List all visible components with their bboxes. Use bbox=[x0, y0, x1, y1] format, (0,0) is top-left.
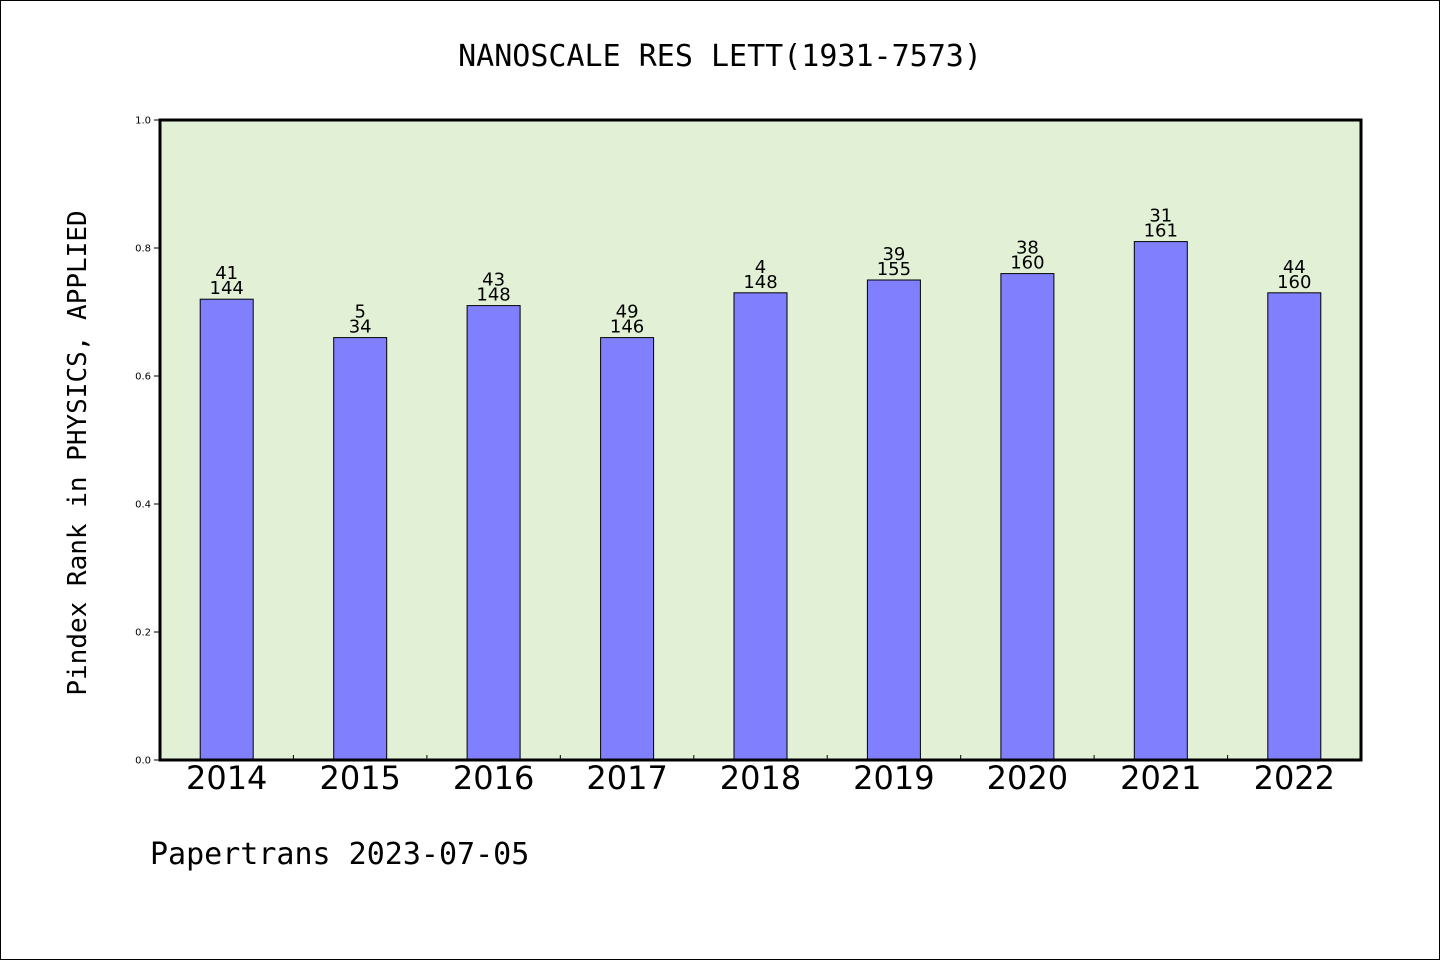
bar-2018 bbox=[733, 292, 788, 761]
bar-total-label: 160 bbox=[1010, 253, 1044, 274]
x-axis: 2014 2015 2016 2017 2018 2019 2020 2021 2022 bbox=[186, 755, 1335, 797]
y-tick-label: 0.6 bbox=[135, 372, 151, 383]
y-tick-label: 0.0 bbox=[135, 756, 151, 767]
bar-rank-label: 31 bbox=[1149, 206, 1172, 227]
y-tick-label: 1.0 bbox=[135, 116, 151, 127]
x-tick-label: 2021 bbox=[1120, 759, 1201, 797]
x-tick-label: 2022 bbox=[1254, 759, 1335, 797]
x-tick-label: 2020 bbox=[987, 759, 1068, 797]
bar-rank-label: 39 bbox=[882, 244, 905, 265]
y-tick-label: 0.4 bbox=[135, 500, 151, 511]
bar-total-label: 34 bbox=[349, 317, 372, 338]
x-tick-label: 2019 bbox=[853, 759, 934, 797]
bar-total-label: 160 bbox=[1277, 272, 1311, 293]
y-tick-label: 0.8 bbox=[135, 244, 151, 255]
y-axis-label: Pindex Rank in PHYSICS, APPLIED bbox=[63, 210, 93, 695]
footer-watermark-text: Papertrans 2023-07-05 bbox=[150, 837, 529, 872]
bar-total-label: 148 bbox=[476, 285, 510, 306]
bar-2017 bbox=[600, 337, 655, 761]
bar-2015 bbox=[333, 337, 388, 761]
y-axis: 0.0 0.2 0.4 0.6 0.8 1.0 bbox=[135, 116, 160, 767]
bar-2016 bbox=[466, 305, 521, 761]
x-tick-label: 2016 bbox=[453, 759, 534, 797]
bar-rank-label: 41 bbox=[215, 263, 238, 284]
bar-2020 bbox=[1000, 273, 1055, 761]
bar-rank-label: 5 bbox=[354, 302, 365, 323]
x-tick-label: 2014 bbox=[186, 759, 267, 797]
bar-2014 bbox=[199, 298, 254, 761]
bar-rank-label: 38 bbox=[1016, 238, 1039, 259]
x-tick-label: 2015 bbox=[319, 759, 400, 797]
bars-layer: 4114453443148491464148391553816031161441… bbox=[199, 206, 1322, 761]
x-tick-label: 2018 bbox=[720, 759, 801, 797]
bar-total-label: 146 bbox=[610, 317, 644, 338]
plot-border bbox=[158, 118, 1363, 762]
bar-2021 bbox=[1133, 241, 1188, 761]
bar-rank-label: 49 bbox=[616, 302, 639, 323]
bar-total-label: 144 bbox=[210, 278, 244, 299]
chart-title: NANOSCALE RES LETT(1931-7573) bbox=[458, 39, 982, 74]
bar-total-label: 148 bbox=[743, 272, 777, 293]
bar-total-label: 161 bbox=[1144, 221, 1178, 242]
bar-rank-label: 4 bbox=[755, 257, 766, 278]
bar-rank-label: 43 bbox=[482, 270, 505, 291]
bar-2019 bbox=[866, 279, 921, 761]
bar-total-label: 155 bbox=[877, 259, 911, 280]
y-tick-label: 0.2 bbox=[135, 628, 151, 639]
bar-2022 bbox=[1267, 292, 1322, 761]
bar-rank-label: 44 bbox=[1283, 257, 1306, 278]
x-tick-label: 2017 bbox=[586, 759, 667, 797]
